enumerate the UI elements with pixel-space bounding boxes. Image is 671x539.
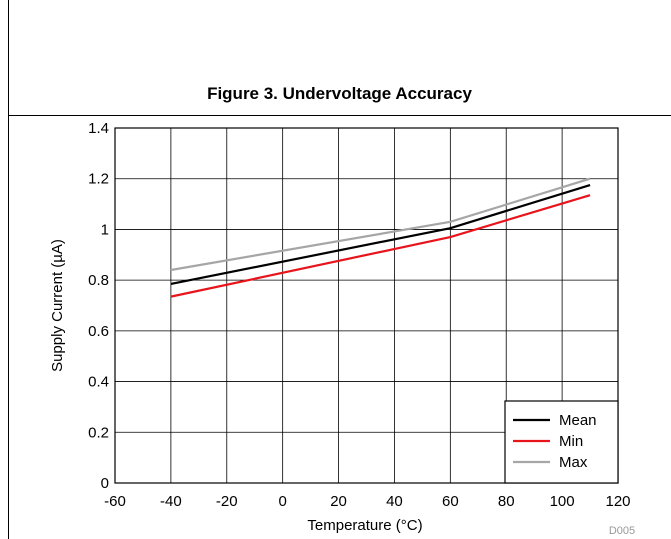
figure-code: D005 bbox=[609, 525, 635, 537]
x-tick-label: 120 bbox=[605, 493, 630, 510]
y-axis-title: Supply Current (µA) bbox=[49, 239, 66, 372]
y-tick-label: 0.4 bbox=[88, 374, 109, 391]
y-tick-label: 1 bbox=[101, 221, 109, 238]
x-tick-label: -60 bbox=[104, 493, 126, 510]
y-tick-label: 0 bbox=[101, 475, 109, 492]
x-tick-label: 60 bbox=[442, 493, 459, 510]
series-group bbox=[170, 177, 591, 298]
series-line-mean bbox=[170, 184, 591, 286]
x-tick-label: 0 bbox=[278, 493, 286, 510]
x-tick-label: 80 bbox=[498, 493, 515, 510]
tick-labels: -60 -40 -20 0 20 40 60 80 100 120 0 0.2 0.4 0.6 0.8 1 1.… bbox=[88, 120, 630, 510]
figure-frame-divider bbox=[8, 115, 671, 116]
x-tick-label: -40 bbox=[160, 493, 182, 510]
legend: Mean Min Max bbox=[504, 400, 619, 484]
x-tick-label: 20 bbox=[330, 493, 347, 510]
legend-label-max: Max bbox=[559, 454, 588, 471]
x-tick-label: 40 bbox=[386, 493, 403, 510]
y-tick-label: 0.2 bbox=[88, 424, 109, 441]
figure-frame-left bbox=[8, 0, 9, 539]
y-tick-label: 0.6 bbox=[88, 323, 109, 340]
x-tick-label: 100 bbox=[550, 493, 575, 510]
figure-caption: Figure 3. Undervoltage Accuracy bbox=[207, 84, 472, 103]
x-tick-label: -20 bbox=[216, 493, 238, 510]
legend-label-min: Min bbox=[559, 433, 583, 450]
legend-label-mean: Mean bbox=[559, 412, 597, 429]
series-line-max bbox=[170, 177, 591, 272]
series-line-min bbox=[170, 194, 591, 298]
x-axis-title: Temperature (°C) bbox=[307, 517, 422, 534]
y-tick-label: 0.8 bbox=[88, 272, 109, 289]
y-tick-label: 1.2 bbox=[88, 171, 109, 188]
plot-area bbox=[114, 127, 619, 484]
y-tick-label: 1.4 bbox=[88, 120, 109, 137]
